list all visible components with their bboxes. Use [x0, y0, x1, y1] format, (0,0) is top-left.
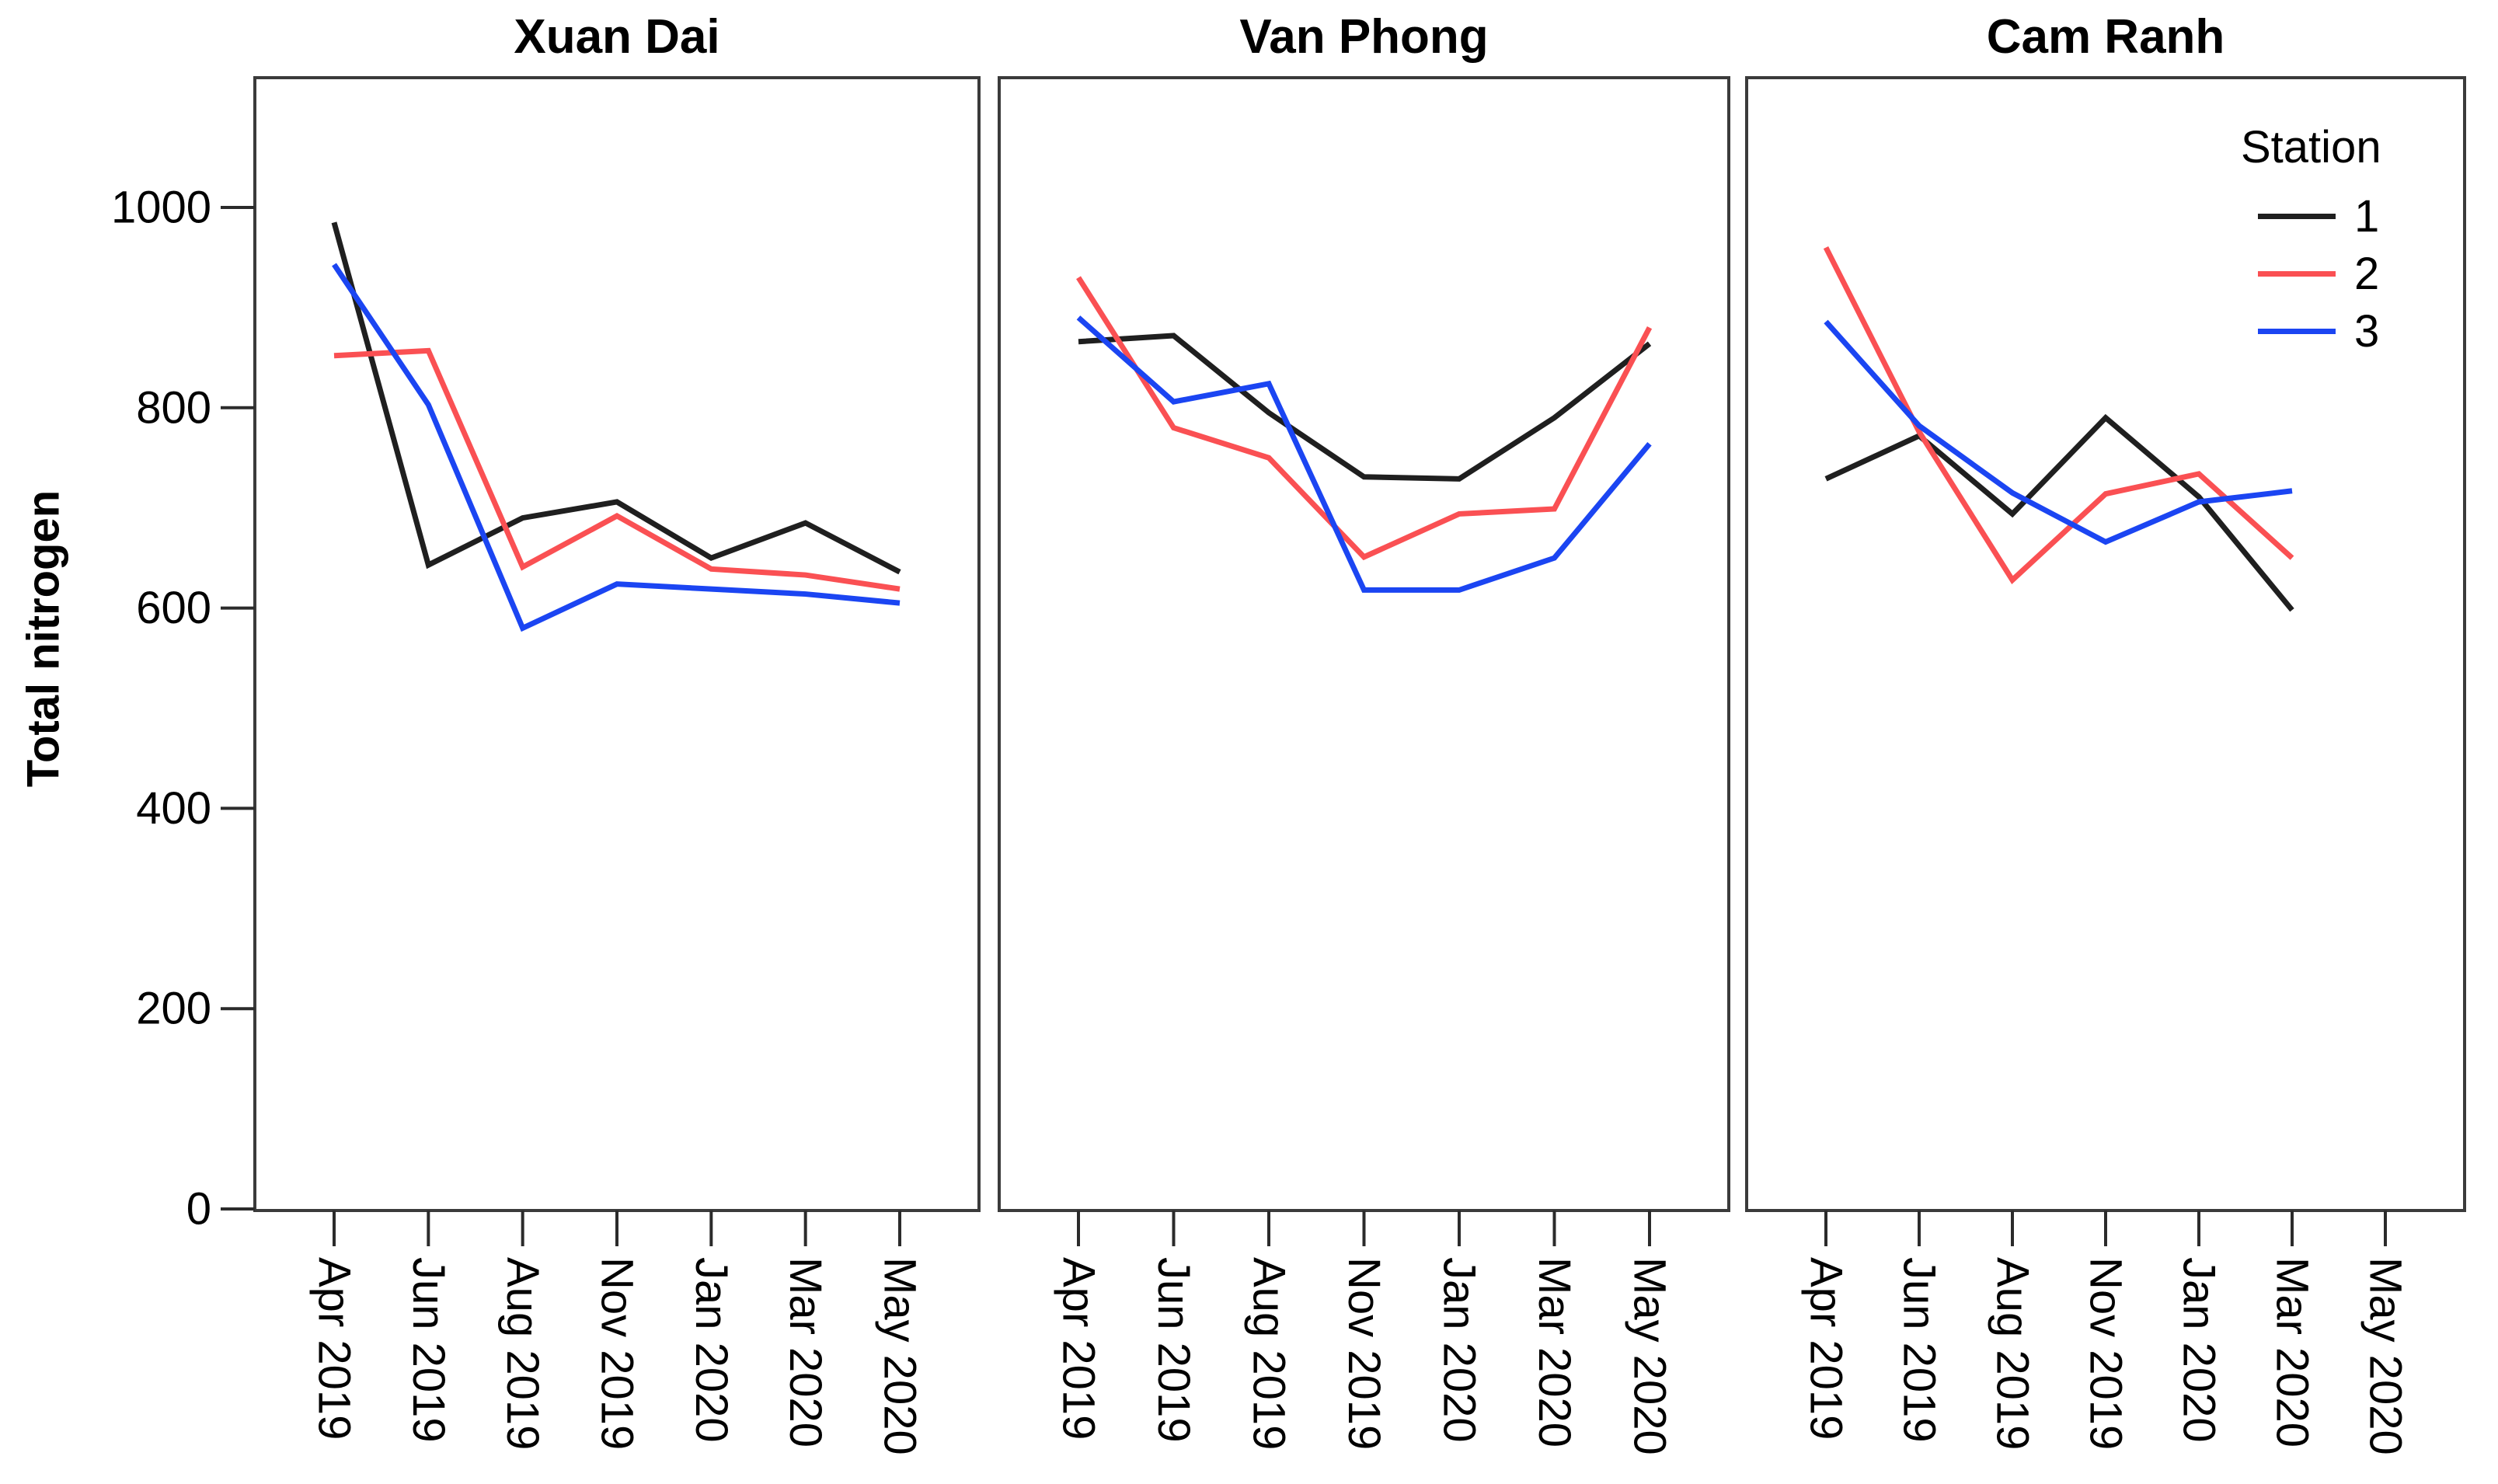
x-tick-label-jun-2019-van-phong: Jun 2019 [1148, 1257, 1199, 1443]
legend-row-station-2: 2 [2241, 246, 2381, 303]
legend-line-sample-station-1 [2258, 214, 2336, 220]
y-tick-label-0: 0 [186, 1184, 211, 1235]
legend-title: Station [2241, 122, 2381, 172]
x-tick-label-jan-2020-xuan-dai: Jan 2020 [686, 1257, 737, 1443]
x-tick-label-mar-2020-van-phong: Mar 2020 [1529, 1257, 1580, 1447]
x-tick-label-nov-2019-cam-ranh: Nov 2019 [2081, 1257, 2131, 1450]
legend-line-sample-station-3 [2258, 329, 2336, 335]
legend: Station 1 2 3 [2241, 123, 2381, 361]
series-line-station-1-van-phong [1078, 333, 1652, 482]
x-tick-label-mar-2020-cam-ranh: Mar 2020 [2267, 1257, 2318, 1447]
series-line-station-2-xuan-dai [333, 347, 901, 592]
x-tick-label-may-2020-van-phong: May 2020 [1625, 1257, 1675, 1455]
x-tick-label-jun-2019-xuan-dai: Jun 2019 [403, 1257, 454, 1443]
x-tick-label-jan-2020-cam-ranh: Jan 2020 [2174, 1257, 2225, 1443]
series-line-station-2-van-phong [1076, 276, 1653, 561]
panel-border-van-phong [998, 76, 1730, 1212]
series-line-station-1-xuan-dai [331, 221, 901, 575]
legend-line-sample-station-2 [2258, 271, 2336, 277]
series-line-station-2-cam-ranh [1823, 246, 2294, 584]
legend-row-station-1: 1 [2241, 188, 2381, 246]
series-line-station-3-cam-ranh [1824, 319, 2293, 545]
legend-entry-label-2: 2 [2354, 249, 2380, 300]
x-tick-label-apr-2019-xuan-dai: Apr 2019 [309, 1257, 360, 1440]
y-tick-label-1000: 1000 [111, 183, 211, 233]
panel-border-xuan-dai [253, 76, 981, 1212]
x-tick-label-mar-2020-xuan-dai: Mar 2020 [780, 1257, 831, 1447]
y-tick-label-200: 200 [136, 984, 211, 1034]
panel-title-xuan-dai: Xuan Dai [514, 10, 720, 64]
x-tick-label-may-2020-cam-ranh: May 2020 [2360, 1257, 2411, 1455]
legend-entry-label-3: 3 [2354, 306, 2380, 357]
y-tick-label-400: 400 [136, 783, 211, 834]
x-tick-label-jan-2020-van-phong: Jan 2020 [1434, 1257, 1485, 1443]
y-tick-label-600: 600 [136, 583, 211, 633]
x-tick-label-nov-2019-xuan-dai: Nov 2019 [592, 1257, 643, 1450]
panel-title-cam-ranh: Cam Ranh [1986, 10, 2225, 64]
x-tick-label-apr-2019-van-phong: Apr 2019 [1054, 1257, 1104, 1440]
series-line-station-3-van-phong [1076, 315, 1652, 593]
x-tick-label-may-2020-xuan-dai: May 2020 [875, 1257, 925, 1455]
series-line-station-1-cam-ranh [1824, 413, 2294, 612]
legend-row-station-3: 3 [2241, 303, 2381, 361]
legend-entry-label-1: 1 [2354, 191, 2380, 242]
y-tick-label-800: 800 [136, 382, 211, 433]
x-tick-label-jun-2019-cam-ranh: Jun 2019 [1894, 1257, 1945, 1443]
x-tick-label-aug-2019-xuan-dai: Aug 2019 [497, 1257, 548, 1450]
x-tick-label-aug-2019-van-phong: Aug 2019 [1244, 1257, 1294, 1450]
x-tick-label-aug-2019-cam-ranh: Aug 2019 [1988, 1257, 2038, 1450]
panel-title-van-phong: Van Phong [1239, 10, 1489, 64]
x-tick-label-nov-2019-van-phong: Nov 2019 [1339, 1257, 1389, 1450]
y-axis-title: Total nitrogen [18, 489, 69, 788]
series-line-station-3-xuan-dai [332, 263, 901, 632]
x-tick-label-apr-2019-cam-ranh: Apr 2019 [1801, 1257, 1852, 1440]
